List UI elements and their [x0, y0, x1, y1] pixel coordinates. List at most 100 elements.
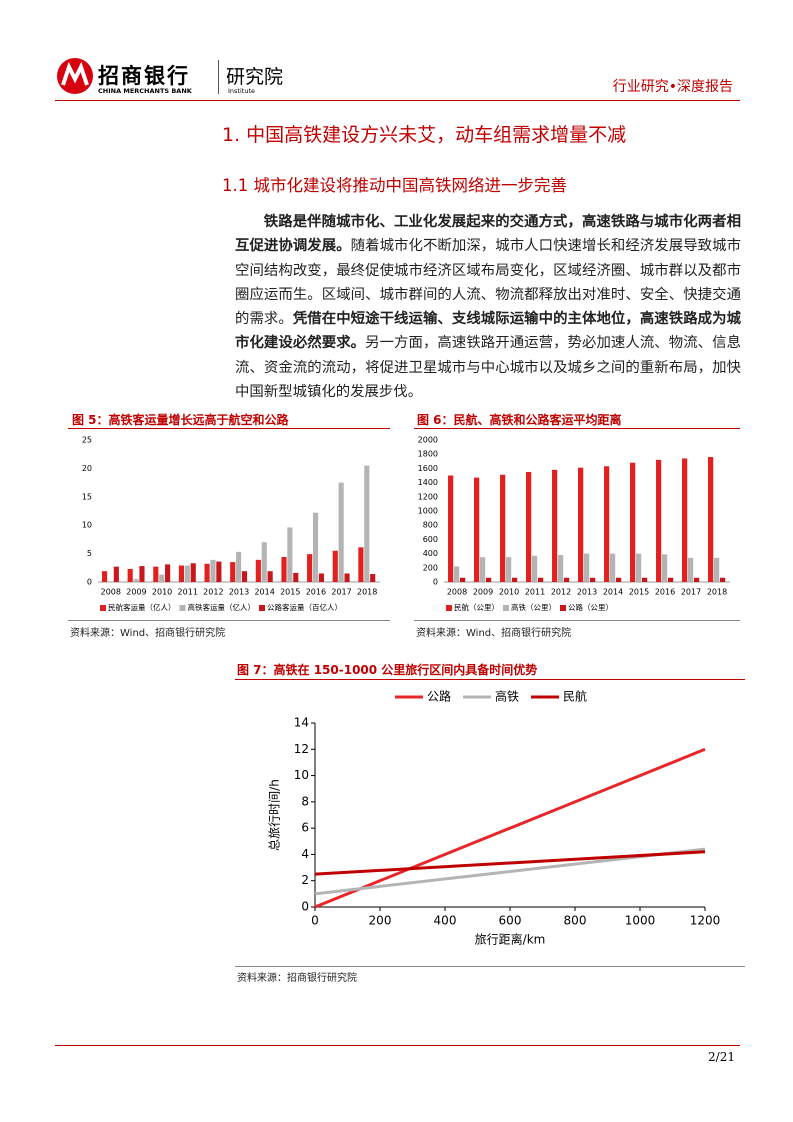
bar — [662, 554, 668, 582]
text: 随着城市化不断加深，城市人口快速增长和经济发展导致城市空间结构改变，最终促使城市… — [235, 238, 741, 328]
y-tick-label: 600 — [423, 535, 438, 544]
y-axis-label: 总旅行时间/h — [268, 779, 282, 851]
bar — [184, 565, 190, 582]
heading-1: 1. 中国高铁建设方兴未艾，动车组需求增量不减 — [222, 124, 627, 146]
line — [314, 850, 706, 876]
bar — [578, 467, 584, 582]
x-tick-label: 2014 — [603, 588, 623, 597]
x-axis-label: 旅行距离/km — [475, 932, 546, 947]
bar — [500, 474, 506, 582]
x-tick-label: 2015 — [280, 588, 300, 597]
bar — [526, 471, 532, 582]
legend-label: 公路客运量（百亿人） — [267, 602, 342, 612]
bar — [552, 469, 558, 582]
bar — [682, 458, 688, 582]
x-tick-label: 400 — [434, 914, 457, 928]
bar — [261, 542, 267, 582]
bar — [537, 577, 544, 582]
bar — [159, 574, 165, 582]
source: 资料来源：招商银行研究院 — [237, 973, 357, 984]
chart: 0 2 4 6 8 10 12 14 0 200 400 600 800 1000 1200 旅行距离/km 总… — [268, 689, 721, 947]
y-tick-label: 1800 — [418, 450, 438, 459]
text: 另一方面，高速铁路开通运营，势必加速人流、物流、信息流、资金流的流动，将促进卫星… — [235, 335, 741, 401]
legend-swatch — [560, 605, 566, 611]
bar — [364, 465, 370, 582]
legend-label: 高铁 — [495, 689, 519, 704]
bar — [636, 553, 642, 582]
y-tick-label: 4 — [301, 847, 309, 861]
figure-rule — [235, 966, 745, 967]
y-tick-label: 0 — [433, 578, 438, 587]
y-tick-label: 400 — [423, 549, 438, 558]
legend-label: 公路 — [427, 689, 451, 704]
paragraph: 铁路是伴随城市化、工业化发展起来的交通方式，高速铁路与城市化两者相互促进协调发展… — [235, 210, 741, 404]
bar — [165, 564, 171, 582]
y-tick-label: 14 — [294, 716, 309, 730]
figure-rule — [414, 620, 740, 621]
y-tick-label: 12 — [294, 742, 309, 756]
y-tick-label: 2000 — [418, 436, 438, 445]
legend-label: 民航（公里） — [454, 602, 499, 612]
bar — [113, 566, 119, 582]
bar — [610, 553, 616, 582]
x-tick-label: 2017 — [331, 588, 351, 597]
bar — [480, 557, 486, 582]
y-tick-label: 10 — [294, 768, 309, 782]
x-tick-label: 2015 — [629, 588, 649, 597]
bar — [604, 466, 610, 582]
x-tick-label: 2018 — [707, 588, 727, 597]
bar — [133, 579, 139, 582]
y-tick-label: 15 — [82, 492, 92, 501]
bar — [615, 577, 622, 582]
x-tick-label: 2008 — [101, 588, 121, 597]
chart: 0 5 10 15 20 25 2008 2009 2010 2011 2012 2013 2014 20… — [82, 436, 380, 612]
figure-rule — [68, 620, 390, 621]
bar — [127, 568, 133, 582]
x-tick-label: 2013 — [229, 588, 249, 597]
figure-title: 图 5：高铁客运量增长远高于航空和公路 — [72, 413, 289, 427]
line — [314, 747, 706, 909]
bar — [312, 512, 319, 582]
legend-swatch — [100, 605, 106, 611]
x-tick-label: 2016 — [306, 588, 326, 597]
x-tick-label: 2017 — [681, 588, 701, 597]
bar — [210, 559, 216, 582]
y-tick-label: 8 — [301, 794, 309, 808]
x-tick-label: 2010 — [152, 588, 172, 597]
bar — [307, 554, 313, 582]
bar — [719, 577, 726, 582]
bar — [656, 459, 662, 582]
bar — [236, 551, 242, 582]
legend-swatch — [446, 605, 452, 611]
bar — [293, 572, 299, 582]
bank-name: 招商银行 — [98, 64, 190, 88]
bank-name-en: CHINA MERCHANTS BANK — [98, 87, 192, 95]
page-number: 2/21 — [708, 1050, 735, 1064]
institute-en: Institute — [228, 87, 255, 95]
source: 资料来源：Wind、招商银行研究院 — [416, 628, 572, 639]
x-tick-label: 0 — [311, 914, 319, 928]
bar — [563, 577, 570, 582]
bar — [267, 571, 273, 582]
bar — [318, 573, 324, 582]
bar — [281, 557, 287, 582]
x-tick-label: 600 — [499, 914, 522, 928]
bar — [693, 577, 700, 582]
bar — [332, 550, 338, 582]
bar — [485, 577, 492, 582]
bar — [204, 563, 210, 582]
logo-mark — [61, 61, 89, 86]
bar — [589, 577, 596, 582]
legend-swatch — [503, 605, 509, 611]
bar — [153, 566, 159, 582]
x-tick-label: 2016 — [655, 588, 675, 597]
bar — [287, 527, 293, 582]
y-tick-label: 6 — [301, 821, 309, 835]
y-tick-label: 1400 — [418, 478, 438, 487]
x-tick-label: 2013 — [577, 588, 597, 597]
y-tick-label: 10 — [82, 521, 92, 530]
x-tick-label: 2009 — [126, 588, 146, 597]
bar — [216, 561, 222, 582]
legend-swatch — [259, 605, 265, 611]
